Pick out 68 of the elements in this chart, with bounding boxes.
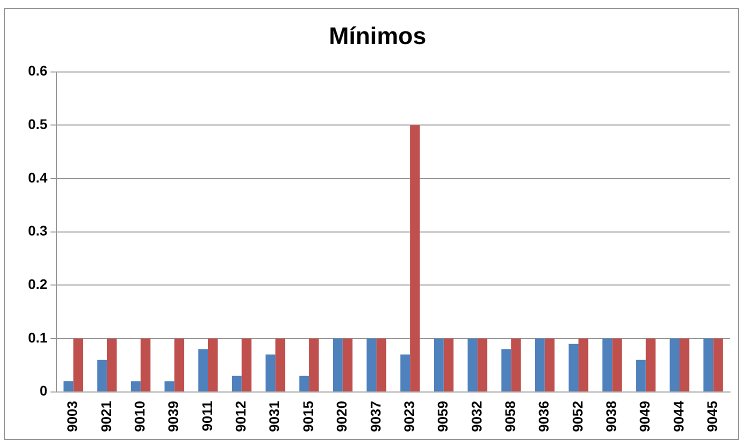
bar bbox=[679, 338, 690, 392]
bar bbox=[376, 338, 386, 392]
x-tick-label: 9003 bbox=[64, 400, 80, 432]
bar bbox=[444, 338, 454, 392]
bar bbox=[544, 338, 555, 392]
bar bbox=[299, 376, 310, 392]
x-tick-label: 9058 bbox=[502, 400, 518, 432]
bar bbox=[602, 338, 612, 392]
bar bbox=[636, 360, 646, 392]
x-tick-label: 9032 bbox=[468, 400, 484, 432]
x-tick-label: 9012 bbox=[232, 400, 249, 432]
x-tick-label: 9045 bbox=[704, 400, 720, 432]
bar bbox=[332, 338, 343, 392]
y-tick-label: 0 bbox=[40, 382, 48, 399]
x-tick-label: 9010 bbox=[132, 400, 148, 432]
bar bbox=[97, 360, 107, 392]
bar bbox=[242, 338, 252, 392]
x-tick-label: 9044 bbox=[670, 400, 686, 432]
bar bbox=[106, 338, 117, 392]
x-tick-label: 9011 bbox=[198, 400, 215, 432]
bar bbox=[140, 338, 150, 392]
bar bbox=[342, 338, 352, 392]
y-tick-label: 0.4 bbox=[28, 169, 48, 186]
bar bbox=[266, 354, 276, 392]
y-tick-label: 0.3 bbox=[28, 222, 48, 239]
x-tick-label: 9036 bbox=[536, 400, 552, 432]
bar bbox=[703, 338, 714, 392]
bar bbox=[477, 338, 488, 392]
bar bbox=[578, 338, 588, 392]
x-tick-label: 9021 bbox=[98, 400, 114, 432]
bar bbox=[568, 344, 578, 392]
bar bbox=[410, 125, 420, 392]
bar bbox=[232, 376, 242, 392]
bar bbox=[400, 354, 410, 392]
x-tick-label: 9052 bbox=[569, 400, 586, 432]
bar bbox=[468, 338, 478, 392]
x-tick-label: 9049 bbox=[636, 400, 653, 432]
bar bbox=[366, 338, 376, 392]
bar bbox=[130, 381, 141, 392]
chart-title: Mínimos bbox=[328, 23, 426, 50]
bar bbox=[612, 338, 622, 392]
bar bbox=[198, 349, 208, 392]
bar bbox=[275, 338, 286, 392]
y-tick-label: 0.2 bbox=[28, 276, 48, 292]
y-tick-label: 0.5 bbox=[28, 116, 48, 132]
bar bbox=[64, 381, 74, 392]
bar bbox=[208, 338, 218, 392]
x-tick-label: 9038 bbox=[602, 400, 619, 432]
x-tick-label: 9031 bbox=[266, 400, 282, 432]
x-tick-label: 9020 bbox=[334, 400, 350, 432]
x-tick-label: 9015 bbox=[300, 400, 316, 432]
bar bbox=[646, 338, 656, 392]
bar bbox=[670, 338, 680, 392]
x-tick-label: 9039 bbox=[165, 400, 182, 432]
x-tick-label: 9037 bbox=[367, 400, 384, 432]
y-tick-label: 0.6 bbox=[28, 62, 48, 79]
bar bbox=[434, 338, 444, 392]
bar bbox=[501, 349, 512, 392]
bar bbox=[73, 338, 84, 392]
x-tick-label: 9023 bbox=[400, 400, 417, 432]
x-tick-label: 9059 bbox=[434, 400, 451, 432]
y-tick-label: 0.1 bbox=[28, 329, 48, 346]
bar bbox=[309, 338, 319, 392]
bar bbox=[164, 381, 174, 392]
bar bbox=[713, 338, 723, 392]
bar bbox=[174, 338, 184, 392]
bar bbox=[511, 338, 521, 392]
bar bbox=[535, 338, 545, 392]
